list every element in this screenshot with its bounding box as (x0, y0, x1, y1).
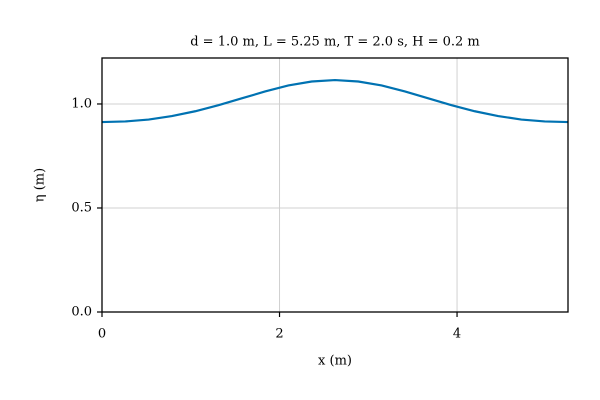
plot-frame (101, 57, 569, 313)
line (101, 78, 569, 124)
x-tick-label: 2 (275, 327, 283, 342)
x-axis-label: x (m) (318, 354, 352, 369)
y-tick-label: 0.5 (71, 200, 92, 215)
x-tick-label: 4 (453, 327, 461, 342)
chart-title: d = 1.0 m, L = 5.25 m, T = 2.0 s, H = 0.… (190, 35, 480, 50)
y-tick-label: 1.0 (71, 96, 92, 111)
y-tick-label: 0.0 (71, 305, 92, 320)
x-tick-label: 0 (98, 327, 106, 342)
y-axis-label: η (m) (33, 168, 48, 202)
